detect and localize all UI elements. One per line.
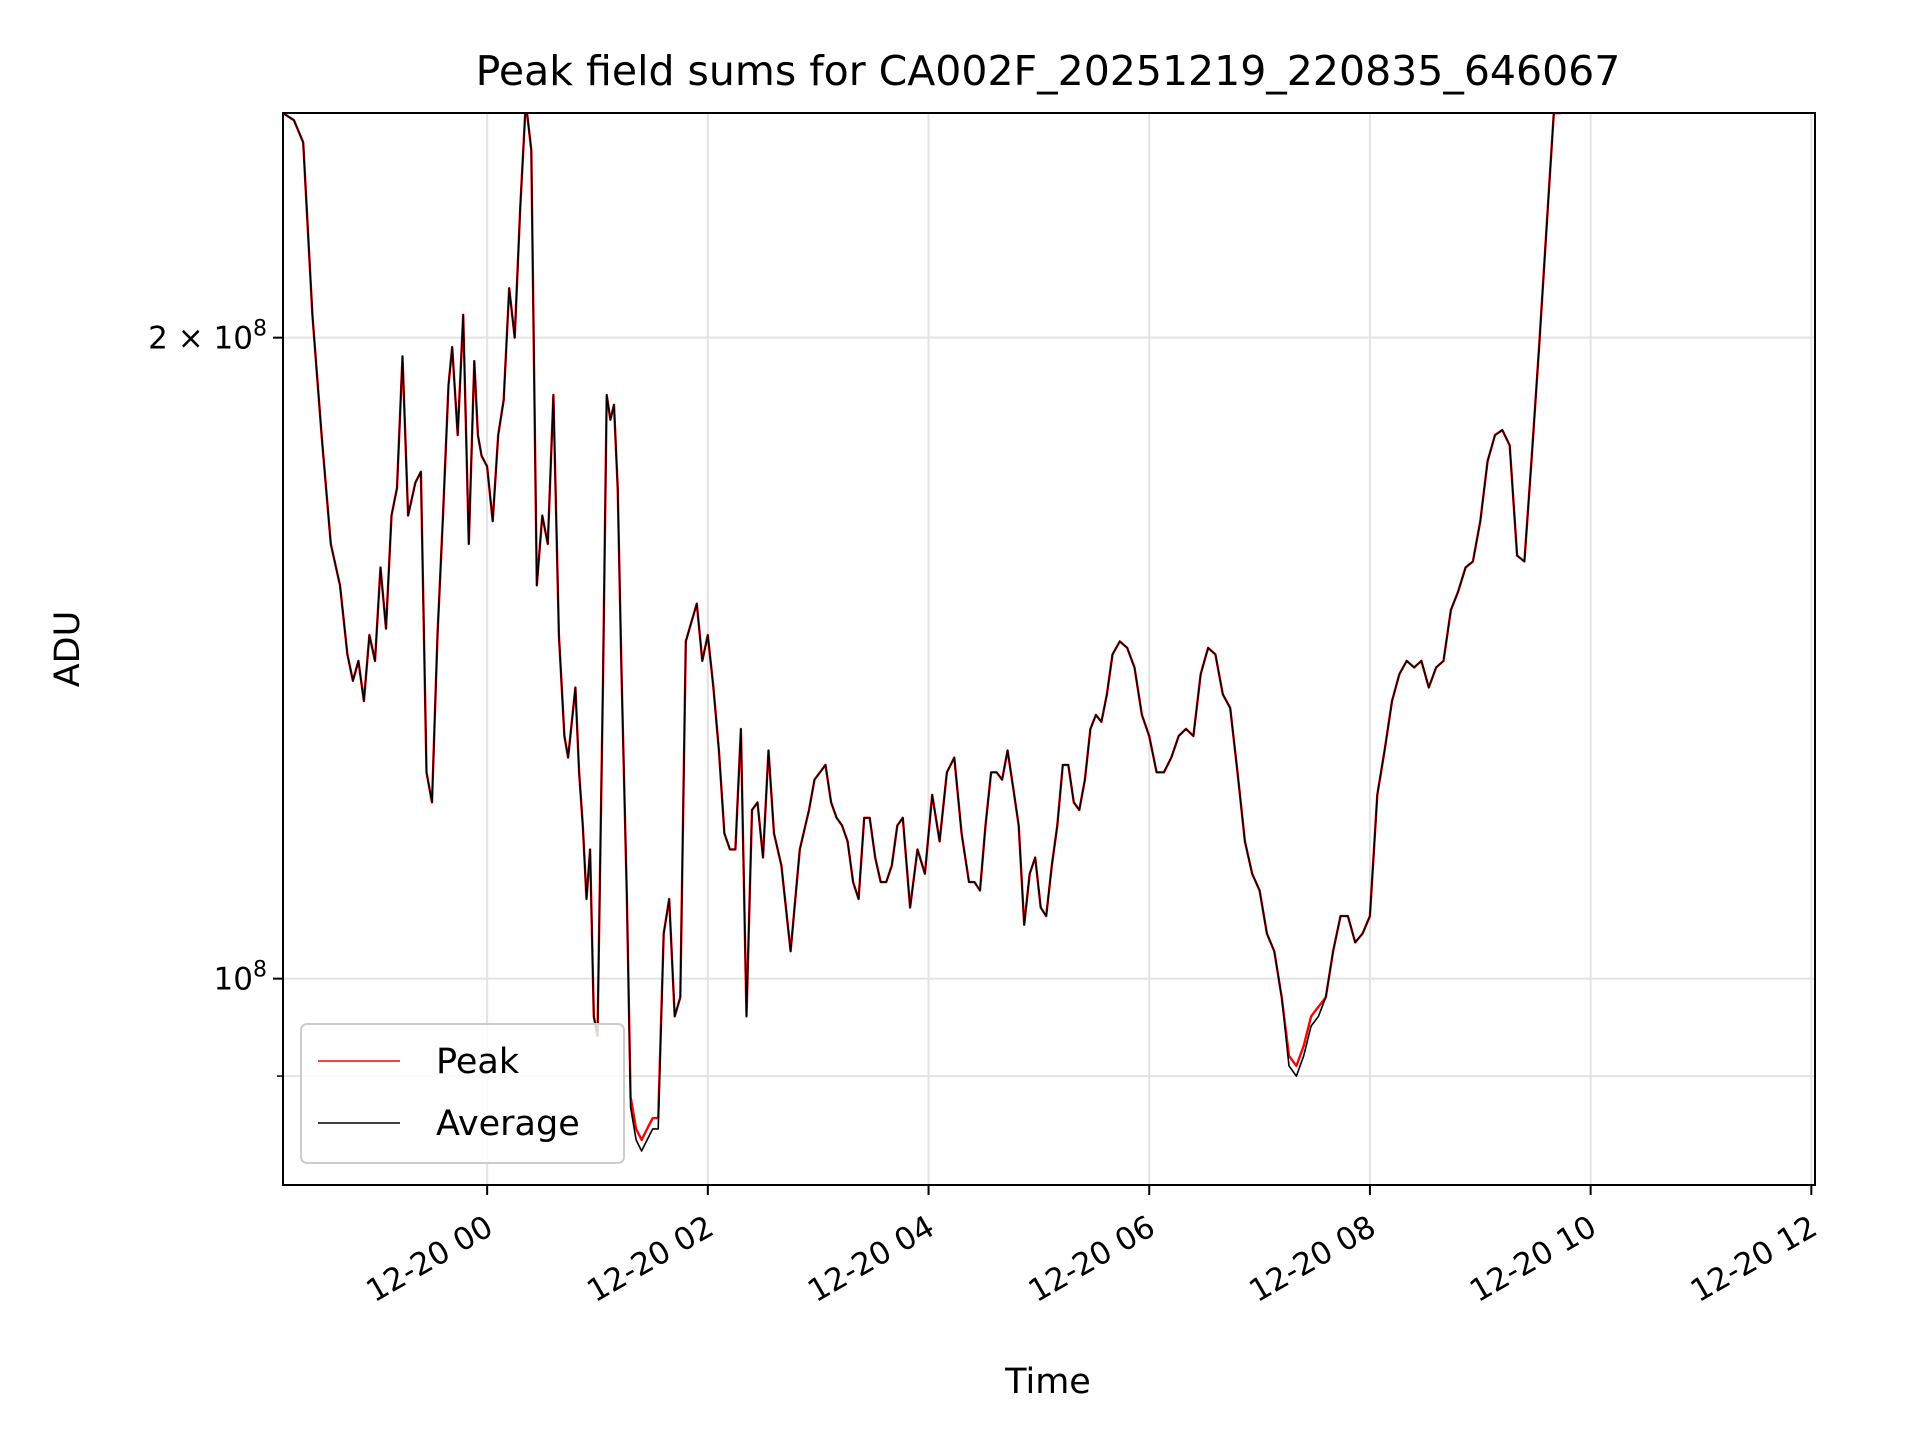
legend-label-average: Average (436, 1104, 580, 1144)
plot-frame (282, 112, 1816, 1186)
series-layer (283, 113, 1562, 1152)
legend-box (300, 1023, 625, 1164)
x-axis-label: Time (1004, 1362, 1091, 1402)
grid (283, 113, 1815, 1185)
legend-label-peak: Peak (436, 1042, 520, 1082)
y-tick-label: 2 × 108 (148, 317, 267, 357)
chart-title: Peak field sums for CA002F_20251219_2208… (476, 47, 1621, 95)
y-axis-label: ADU (48, 611, 88, 688)
legend: Peak Average (300, 1023, 625, 1164)
series-line-average (283, 113, 1562, 1152)
y-axis: 108 2 × 108 (148, 317, 283, 1077)
y-tick-label: 108 (214, 958, 267, 998)
